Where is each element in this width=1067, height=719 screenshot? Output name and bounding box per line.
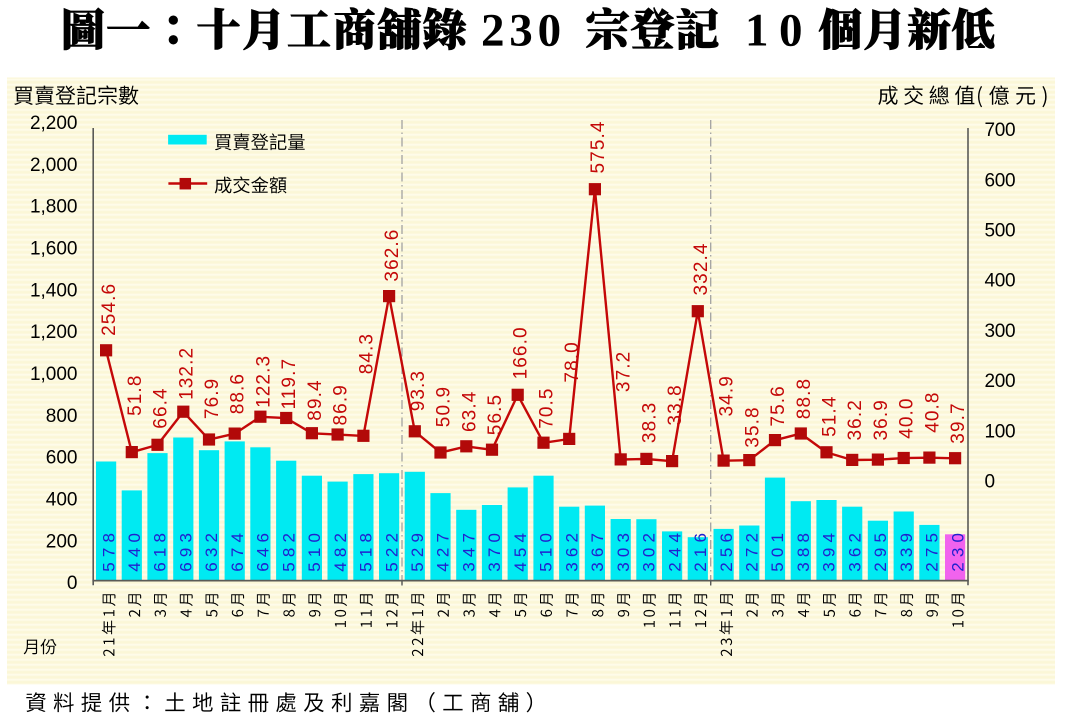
svg-text:88.8: 88.8 xyxy=(794,378,815,419)
svg-text:295: 295 xyxy=(871,528,890,572)
svg-text:1,400: 1,400 xyxy=(30,280,78,301)
svg-text:86.9: 86.9 xyxy=(331,384,352,425)
svg-text:367: 367 xyxy=(588,528,607,572)
svg-text:500: 500 xyxy=(985,221,1016,242)
svg-text:578: 578 xyxy=(99,528,118,572)
svg-text:440: 440 xyxy=(125,528,144,572)
svg-text:302: 302 xyxy=(640,528,659,572)
svg-text:0: 0 xyxy=(985,472,995,493)
svg-text:10: 10 xyxy=(745,5,813,57)
svg-text:454: 454 xyxy=(511,528,530,572)
svg-text:89.4: 89.4 xyxy=(305,379,326,420)
svg-text:70.5: 70.5 xyxy=(537,387,558,428)
svg-text:272: 272 xyxy=(743,528,762,572)
svg-text:700: 700 xyxy=(985,120,1016,141)
svg-text:39.7: 39.7 xyxy=(948,402,969,443)
svg-text:582: 582 xyxy=(279,528,298,572)
svg-text:522: 522 xyxy=(382,528,401,572)
svg-text:646: 646 xyxy=(254,528,273,572)
svg-text:400: 400 xyxy=(985,271,1016,292)
svg-text:339: 339 xyxy=(897,528,916,572)
svg-text:510: 510 xyxy=(537,528,556,572)
svg-text:84.3: 84.3 xyxy=(356,333,377,374)
svg-text:693: 693 xyxy=(177,528,196,572)
svg-text:33.8: 33.8 xyxy=(665,384,686,425)
svg-text:600: 600 xyxy=(46,448,78,469)
svg-text:200: 200 xyxy=(46,531,78,552)
svg-text:230: 230 xyxy=(948,528,967,572)
svg-text:300: 300 xyxy=(985,321,1016,342)
svg-text:510: 510 xyxy=(305,528,324,572)
svg-text:0: 0 xyxy=(67,573,78,594)
svg-text:362: 362 xyxy=(562,528,581,572)
svg-text:362: 362 xyxy=(845,528,864,572)
svg-text:529: 529 xyxy=(408,528,427,572)
svg-text:76.9: 76.9 xyxy=(202,378,223,419)
svg-text:88.6: 88.6 xyxy=(228,373,249,414)
svg-text:34.9: 34.9 xyxy=(717,375,738,416)
svg-text:632: 632 xyxy=(202,528,221,572)
svg-text:40.8: 40.8 xyxy=(922,391,943,432)
svg-text:50.9: 50.9 xyxy=(434,386,455,427)
svg-text:244: 244 xyxy=(665,528,684,572)
svg-text:394: 394 xyxy=(820,528,839,572)
svg-text:303: 303 xyxy=(614,528,633,572)
svg-text:332.4: 332.4 xyxy=(691,242,712,295)
svg-text:200: 200 xyxy=(985,371,1016,392)
svg-text:38.3: 38.3 xyxy=(639,402,660,443)
svg-text:51.8: 51.8 xyxy=(125,375,146,416)
svg-text:216: 216 xyxy=(691,528,710,572)
svg-text:166.0: 166.0 xyxy=(511,326,532,379)
svg-text:427: 427 xyxy=(434,528,453,572)
svg-text:618: 618 xyxy=(151,528,170,572)
svg-text:1,600: 1,600 xyxy=(30,239,78,260)
svg-text:1,200: 1,200 xyxy=(30,322,78,343)
svg-text:51.4: 51.4 xyxy=(820,396,841,437)
svg-text:63.4: 63.4 xyxy=(459,391,480,432)
svg-text:256: 256 xyxy=(717,528,736,572)
svg-text:100: 100 xyxy=(985,421,1016,442)
svg-text:36.2: 36.2 xyxy=(845,399,866,440)
svg-text:501: 501 xyxy=(768,528,787,572)
svg-text:254.6: 254.6 xyxy=(99,283,120,336)
svg-text:66.4: 66.4 xyxy=(151,387,172,428)
svg-text:37.2: 37.2 xyxy=(614,351,635,392)
svg-text:674: 674 xyxy=(228,528,247,572)
svg-text:1,800: 1,800 xyxy=(30,197,78,218)
svg-text:36.9: 36.9 xyxy=(871,399,892,440)
svg-text:78.0: 78.0 xyxy=(562,341,583,382)
svg-text:388: 388 xyxy=(794,528,813,572)
svg-text:518: 518 xyxy=(357,528,376,572)
svg-text:370: 370 xyxy=(485,528,504,572)
svg-text:362.6: 362.6 xyxy=(382,229,403,282)
svg-text:132.2: 132.2 xyxy=(176,347,197,400)
svg-text:275: 275 xyxy=(923,528,942,572)
svg-text:2,000: 2,000 xyxy=(30,155,78,176)
svg-text:56.5: 56.5 xyxy=(485,394,506,435)
svg-text:800: 800 xyxy=(46,406,78,427)
svg-text:122.3: 122.3 xyxy=(253,355,274,408)
svg-text:93.3: 93.3 xyxy=(408,370,429,411)
svg-text:575.4: 575.4 xyxy=(588,120,609,173)
svg-text:347: 347 xyxy=(460,528,479,572)
svg-text:400: 400 xyxy=(46,490,78,511)
svg-text:40.0: 40.0 xyxy=(897,397,918,438)
svg-text:75.6: 75.6 xyxy=(768,385,789,426)
svg-text:1,000: 1,000 xyxy=(30,364,78,385)
svg-text:482: 482 xyxy=(331,528,350,572)
svg-text:2,200: 2,200 xyxy=(30,113,78,134)
svg-text:35.8: 35.8 xyxy=(742,406,763,447)
svg-text:600: 600 xyxy=(985,170,1016,191)
svg-text:119.7: 119.7 xyxy=(279,358,300,410)
svg-text:230: 230 xyxy=(481,5,566,57)
